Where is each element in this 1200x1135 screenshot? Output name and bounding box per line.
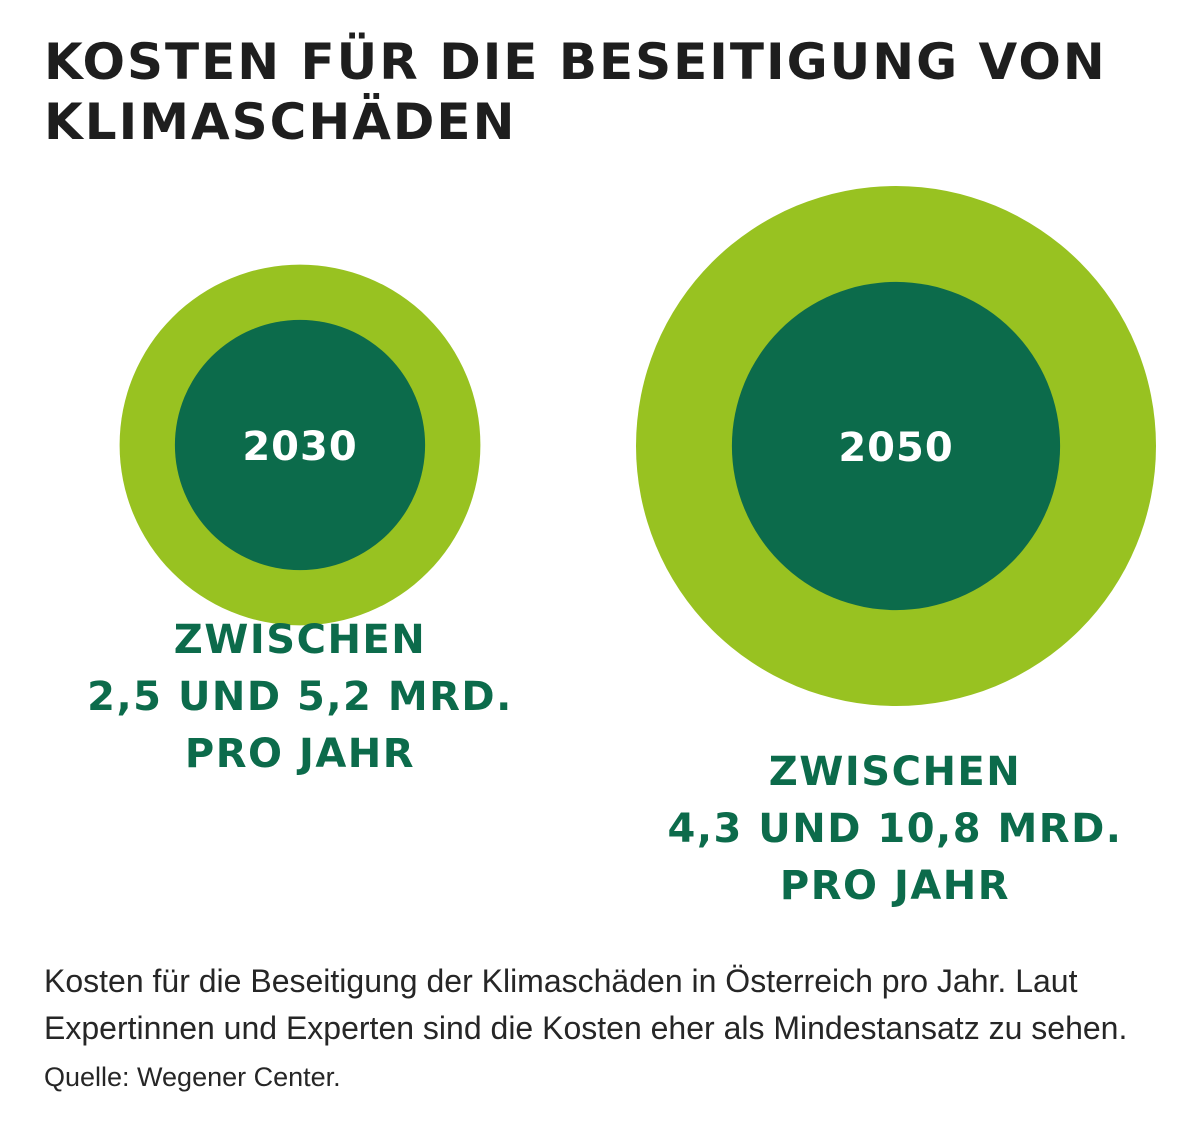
range-label-2050: ZWISCHEN 4,3 UND 10,8 MRD. PRO JAHR	[640, 744, 1150, 915]
range-label-2030-line-3: PRO JAHR	[184, 731, 416, 777]
range-label-2030-line-2: 2,5 UND 5,2 MRD.	[87, 674, 513, 720]
chart-caption: Kosten für die Beseitigung der Klimaschä…	[44, 958, 1154, 1101]
chart-title-line-2: KLIMASCHÄDEN	[44, 93, 517, 151]
range-label-2030: ZWISCHEN 2,5 UND 5,2 MRD. PRO JAHR	[80, 612, 520, 783]
range-label-2030-line-1: ZWISCHEN	[173, 617, 427, 663]
bubble-inner-2030	[174, 319, 426, 571]
bubble-inner-2050	[731, 281, 1061, 611]
bubble-year-label-2050: 2050	[838, 425, 953, 471]
chart-title-line-1: KOSTEN FÜR DIE BESEITIGUNG VON	[44, 33, 1107, 91]
caption-text: Kosten für die Beseitigung der Klimaschä…	[44, 963, 1128, 1046]
caption-source: Quelle: Wegener Center.	[44, 1062, 341, 1092]
bubble-year-label-2030: 2030	[242, 424, 357, 470]
bubble-chart: 2030 2050	[119, 186, 1156, 706]
chart-title: KOSTEN FÜR DIE BESEITIGUNG VON KLIMASCHÄ…	[44, 32, 1144, 152]
range-label-2050-line-3: PRO JAHR	[779, 863, 1011, 909]
range-label-2050-line-2: 4,3 UND 10,8 MRD.	[667, 806, 1123, 852]
range-label-2050-line-1: ZWISCHEN	[768, 749, 1022, 795]
